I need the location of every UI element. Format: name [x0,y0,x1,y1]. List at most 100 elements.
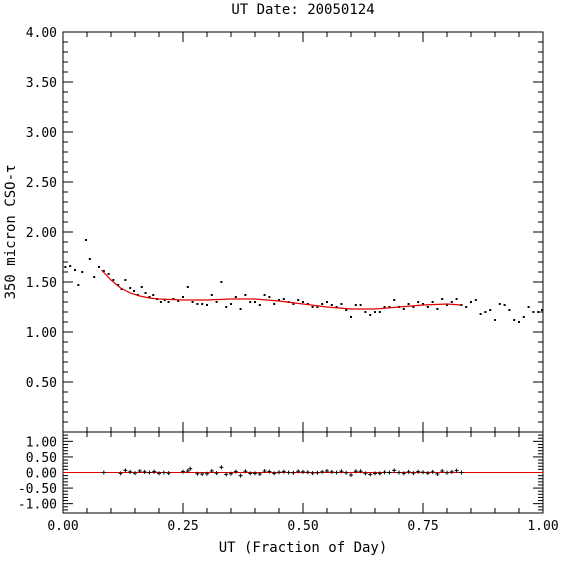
residual-point [301,469,305,474]
residual-point [205,471,209,476]
data-point [494,319,496,321]
x-tick-label: 0.50 [287,519,318,534]
residual-y-tick-label: 1.00 [26,435,57,450]
main-y-tick-label: 2.50 [26,176,57,191]
residual-point [133,471,137,476]
data-point [441,298,444,300]
residual-point [248,471,253,476]
residual-point [243,469,248,474]
data-point [133,290,136,292]
data-point [117,284,120,286]
residual-point [358,469,363,474]
residual-point [459,470,464,475]
residual-point [353,469,358,474]
residual-point [142,469,147,474]
chart-title: UT Date: 20050124 [231,2,374,18]
data-point [258,304,261,306]
data-point [74,269,76,271]
main-y-tick-label: 1.50 [26,276,57,291]
residual-point [200,472,205,477]
residual-point [305,470,310,475]
data-point [412,306,415,308]
residual-point [411,471,416,476]
data-point [345,309,348,311]
residual-point [349,472,353,477]
data-point [426,306,429,308]
data-point [249,301,252,303]
data-point [393,299,396,301]
data-point [282,298,285,300]
data-point [513,319,516,321]
data-point [470,301,472,303]
main-y-tick-label: 3.00 [26,126,57,141]
residual-point [377,471,382,476]
x-tick-label: 1.00 [527,519,558,534]
residual-point [421,470,425,475]
data-point [220,281,223,283]
data-point [335,306,338,308]
data-point [465,306,468,308]
data-point [167,301,170,303]
data-point [446,304,448,306]
residual-point [185,468,190,473]
data-point [81,271,84,273]
data-point [518,321,520,323]
residual-point [440,468,445,473]
residual-point [272,471,277,476]
data-point [263,294,266,296]
data-point [474,299,477,301]
data-point [330,304,333,306]
residual-point [224,472,229,477]
data-point [244,294,247,296]
residual-point [262,468,267,473]
data-point [148,296,151,298]
data-point [215,301,218,303]
residual-point [219,465,224,470]
residual-point [363,471,368,476]
data-point [431,301,434,303]
data-point [144,292,147,294]
data-point [64,266,67,268]
data-point [388,306,391,308]
residual-point [267,469,272,474]
data-point [417,301,420,303]
data-point [508,309,511,311]
residual-y-tick-label: 0.00 [26,467,57,482]
residual-point [310,471,315,476]
data-point [369,314,372,316]
residual-point [286,470,291,475]
data-point [140,286,143,288]
data-point [225,306,228,308]
data-point [98,266,100,268]
x-axis-title: UT (Fraction of Day) [219,540,388,556]
residual-point [229,471,233,476]
main-frame [62,31,544,433]
data-point [359,304,362,306]
residual-point [382,470,387,475]
data-point [522,316,525,318]
data-point [484,311,487,313]
main-y-tick-label: 0.50 [26,376,57,391]
main-panel: 0.50 1.00 1.50 2.00 2.50 3.00 3.50 4.00 [26,26,544,433]
residual-point [416,469,421,474]
residual-point [325,468,329,473]
x-tick-label: 0.75 [407,519,438,534]
data-point [364,311,367,313]
residual-point [277,470,281,475]
data-point [479,313,482,315]
data-point [354,304,357,306]
data-point [297,299,300,301]
data-point [159,301,162,303]
residual-y-tick-label: 0.50 [26,451,57,466]
data-point [152,294,155,296]
data-point [124,279,127,281]
data-point [129,287,132,289]
residual-point [181,469,185,474]
residual-point [166,471,171,476]
main-y-tick-label: 3.50 [26,76,57,91]
residual-point [406,469,411,474]
data-point [302,301,304,303]
residual-point [296,469,301,474]
residual-point [209,468,214,473]
